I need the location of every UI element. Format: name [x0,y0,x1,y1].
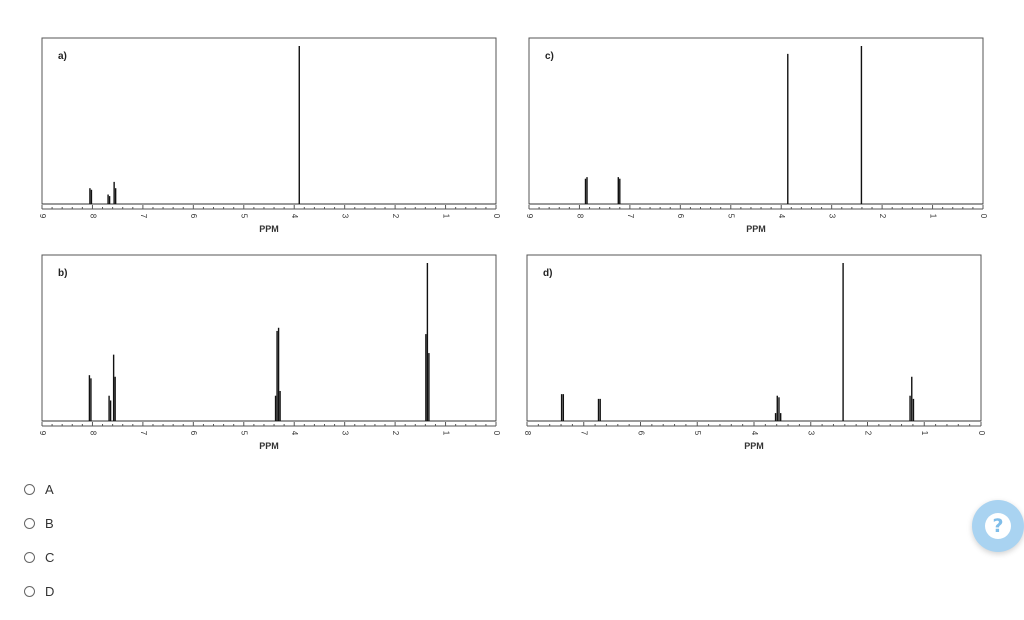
tick-label-b: 6 [189,431,198,436]
plot-frame-c [528,37,984,205]
tick-label-b: 0 [492,431,501,436]
spectrum-svg-c: 9 8 7 6 5 4 3 2 1 0 PPM c) [525,37,988,234]
radio-c[interactable] [24,551,35,563]
answer-options: A B C D [24,480,54,616]
tick-label-c: 2 [878,214,887,219]
tick-label-c: 7 [626,214,635,219]
tick-label-d: 3 [807,431,816,436]
option-a-label: A [45,481,54,497]
tick-label-a: 7 [139,214,148,219]
tick-label-a: 0 [492,214,501,219]
help-button[interactable]: ? [972,500,1024,552]
spectrum-svg-d: 8 7 6 5 4 3 2 1 0 PPM d) [523,254,986,451]
tick-label-a: 2 [391,214,400,219]
tick-label-d: 5 [693,431,702,436]
tick-label-a: 3 [341,214,350,219]
tick-label-b: 2 [391,431,400,436]
spectrum-chart-d: 8 7 6 5 4 3 2 1 0 PPM d) [523,251,986,461]
option-a[interactable]: A [24,480,54,498]
tick-label-d: 7 [580,431,589,436]
spectrum-svg-a: 9 8 7 6 5 4 3 2 1 0 PPM a) [38,37,501,234]
spectrum-chart-c: 9 8 7 6 5 4 3 2 1 0 PPM c) [525,34,988,244]
tick-label-b: 5 [240,431,249,436]
tick-label-b: 7 [139,431,148,436]
radio-b[interactable] [24,517,35,529]
tick-label-d: 0 [977,431,986,436]
panel-label-c: c) [545,51,554,62]
option-c-label: C [45,549,55,565]
x-axis-label-d: PPM [744,441,764,451]
panel-label-d: d) [543,268,552,279]
tick-label-d: 8 [523,431,532,436]
option-b[interactable]: B [24,514,54,532]
radio-d[interactable] [24,585,35,597]
tick-label-b: 8 [88,431,97,436]
tick-label-d: 6 [636,431,645,436]
tick-label-c: 3 [828,214,837,219]
plot-frame-d [526,254,982,422]
tick-label-c: 6 [676,214,685,219]
plot-frame-a [41,37,497,205]
x-axis-label-b: PPM [259,441,279,451]
tick-label-c: 0 [979,214,988,219]
tick-label-a: 9 [38,214,47,219]
tick-label-a: 6 [189,214,198,219]
tick-label-b: 9 [38,431,47,436]
help-glyph: ? [992,515,1004,537]
x-axis-label-a: PPM [259,224,279,234]
spectrum-chart-b: 9 8 7 6 5 4 3 2 1 0 PPM b) [38,251,501,461]
tick-label-d: 2 [863,431,872,436]
option-c[interactable]: C [24,548,54,566]
tick-label-d: 1 [920,431,929,436]
tick-label-a: 1 [441,214,450,219]
option-b-label: B [45,515,54,531]
panel-label-b: b) [58,268,67,279]
tick-label-b: 3 [341,431,350,436]
option-d[interactable]: D [24,582,54,600]
option-d-label: D [45,583,55,599]
question-circle-icon: ? [985,513,1011,539]
tick-label-c: 5 [727,214,736,219]
tick-label-c: 8 [575,214,584,219]
tick-label-d: 4 [750,431,759,436]
radio-a[interactable] [24,483,35,495]
tick-label-c: 9 [525,214,534,219]
tick-label-b: 4 [290,431,299,436]
panel-label-a: a) [58,51,67,62]
spectrum-chart-a: 9 8 7 6 5 4 3 2 1 0 PPM a) [38,34,501,244]
tick-label-a: 8 [88,214,97,219]
x-axis-label-c: PPM [746,224,766,234]
tick-label-b: 1 [441,431,450,436]
tick-label-c: 4 [777,214,786,219]
spectrum-svg-b: 9 8 7 6 5 4 3 2 1 0 PPM b) [38,254,501,451]
tick-label-a: 4 [290,214,299,219]
tick-label-c: 1 [928,214,937,219]
tick-label-a: 5 [240,214,249,219]
